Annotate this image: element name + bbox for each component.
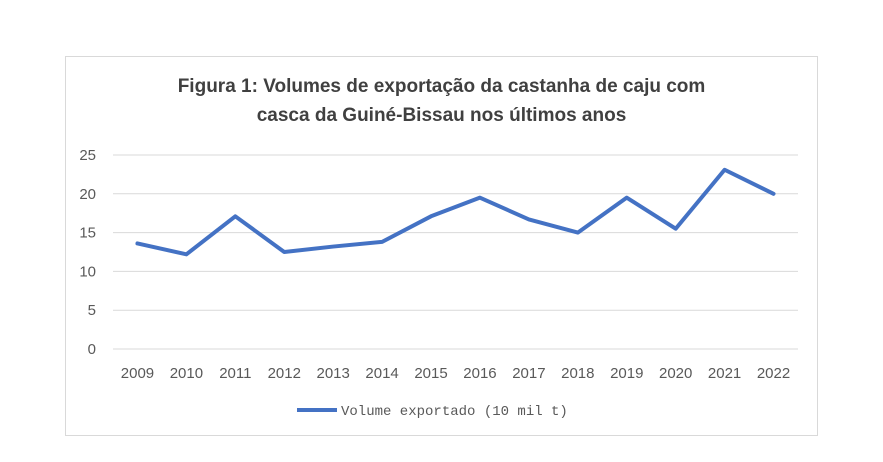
chart-frame xyxy=(65,56,818,436)
x-tick-label: 2017 xyxy=(512,365,545,382)
x-tick-label: 2015 xyxy=(414,365,447,382)
x-tick-label: 2019 xyxy=(610,365,643,382)
x-tick-label: 2012 xyxy=(268,365,301,382)
y-tick-label: 10 xyxy=(79,263,96,280)
x-tick-label: 2018 xyxy=(561,365,594,382)
legend: Volume exportado (10 mil t) xyxy=(297,404,568,420)
x-axis-ticks: 2009 2010 2011 2012 2013 2014 2015 2016 2017 2018… xyxy=(121,365,790,382)
x-tick-label: 2009 xyxy=(121,365,154,382)
chart-title-line-2: casca da Guiné-Bissau nos últimos anos xyxy=(256,105,627,126)
y-tick-label: 25 xyxy=(79,147,96,164)
series-layer xyxy=(135,167,776,257)
x-tick-label: 2016 xyxy=(463,365,496,382)
x-tick-label: 2020 xyxy=(659,365,692,382)
chart-title-line-1: Figura 1: Volumes de exportação da casta… xyxy=(177,76,706,97)
x-tick-label: 2011 xyxy=(219,365,251,382)
x-tick-label: 2021 xyxy=(708,365,741,382)
x-tick-label: 2013 xyxy=(316,365,349,382)
series-line-0 xyxy=(135,167,776,257)
y-tick-label: 15 xyxy=(79,225,96,242)
y-tick-label: 0 xyxy=(88,341,96,358)
x-tick-label: 2014 xyxy=(365,365,398,382)
y-tick-label: 20 xyxy=(79,186,96,203)
x-tick-label: 2010 xyxy=(170,365,203,382)
y-tick-label: 5 xyxy=(88,302,96,319)
y-axis-ticks: 0 5 10 15 20 25 xyxy=(79,147,96,358)
x-tick-label: 2022 xyxy=(757,365,790,382)
legend-label: Volume exportado (10 mil t) xyxy=(341,404,568,420)
chart-title: Figura 1: Volumes de exportação da casta… xyxy=(65,72,818,130)
gridlines xyxy=(113,154,798,350)
